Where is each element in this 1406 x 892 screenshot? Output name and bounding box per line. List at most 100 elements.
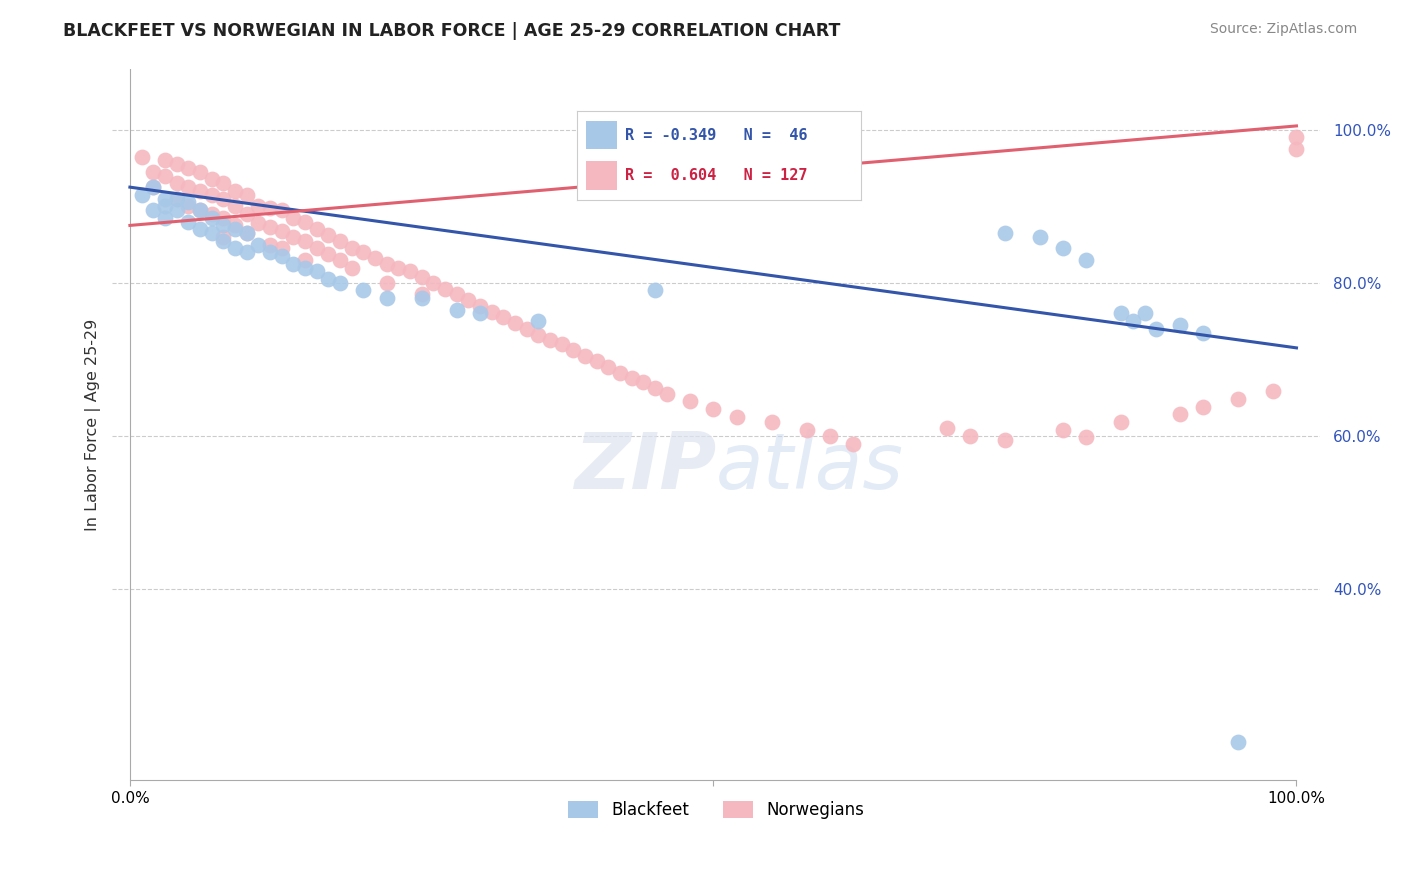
Point	[188, 165, 211, 179]
Point	[364, 252, 387, 266]
Point	[224, 219, 246, 233]
Point	[411, 291, 433, 305]
Point	[235, 207, 257, 221]
Point	[1111, 306, 1133, 320]
Point	[259, 219, 281, 234]
Point	[1052, 423, 1074, 437]
Point	[796, 423, 818, 437]
Point	[294, 234, 316, 248]
Point	[166, 192, 188, 206]
Point	[166, 177, 188, 191]
Point	[259, 201, 281, 215]
Point	[492, 310, 515, 325]
Point	[644, 284, 666, 298]
Point	[411, 269, 433, 284]
Point	[177, 161, 200, 175]
Point	[446, 287, 468, 301]
Point	[959, 429, 981, 443]
Point	[283, 230, 305, 244]
Text: BLACKFEET VS NORWEGIAN IN LABOR FORCE | AGE 25-29 CORRELATION CHART: BLACKFEET VS NORWEGIAN IN LABOR FORCE | …	[63, 22, 841, 40]
Point	[294, 260, 316, 275]
Point	[433, 282, 456, 296]
Point	[375, 291, 398, 305]
Point	[340, 241, 363, 255]
Point	[316, 246, 339, 260]
Point	[725, 409, 748, 424]
Point	[631, 376, 654, 390]
Point	[340, 260, 363, 275]
Point	[1122, 314, 1144, 328]
Point	[166, 203, 188, 218]
Legend: Blackfeet, Norwegians: Blackfeet, Norwegians	[561, 794, 870, 825]
Point	[131, 187, 153, 202]
Point	[316, 272, 339, 286]
Point	[235, 226, 257, 240]
Point	[283, 211, 305, 225]
Point	[153, 211, 176, 225]
Point	[247, 199, 270, 213]
Point	[188, 203, 211, 218]
Point	[212, 234, 235, 248]
Point	[188, 222, 211, 236]
Point	[1076, 252, 1098, 267]
Point	[224, 222, 246, 236]
Point	[620, 371, 643, 385]
Point	[200, 207, 222, 221]
Point	[935, 421, 957, 435]
Point	[1192, 326, 1215, 340]
Point	[177, 199, 200, 213]
Point	[177, 180, 200, 194]
Point	[352, 245, 374, 260]
Point	[702, 402, 724, 417]
Point	[142, 165, 165, 179]
Point	[574, 349, 596, 363]
Point	[259, 245, 281, 260]
Point	[446, 302, 468, 317]
Point	[842, 436, 865, 450]
Point	[177, 214, 200, 228]
Point	[1168, 408, 1191, 422]
Point	[1227, 392, 1250, 406]
Point	[411, 287, 433, 301]
Point	[1133, 306, 1156, 320]
Point	[153, 169, 176, 183]
Point	[305, 241, 328, 255]
Point	[212, 211, 235, 225]
Point	[761, 415, 783, 429]
Point	[316, 228, 339, 243]
Point	[1285, 130, 1308, 145]
Point	[562, 343, 585, 358]
Point	[609, 366, 631, 380]
Point	[1168, 318, 1191, 332]
Point	[994, 226, 1017, 240]
Point	[305, 264, 328, 278]
Point	[200, 211, 222, 225]
Point	[585, 354, 607, 368]
Point	[200, 226, 222, 240]
Y-axis label: In Labor Force | Age 25-29: In Labor Force | Age 25-29	[86, 318, 101, 531]
Point	[224, 199, 246, 213]
Point	[188, 184, 211, 198]
Point	[468, 306, 491, 320]
Point	[212, 177, 235, 191]
Point	[399, 264, 422, 278]
Point	[387, 260, 409, 275]
Point	[457, 293, 479, 307]
Point	[1263, 384, 1285, 399]
Text: atlas: atlas	[716, 429, 904, 505]
Text: ZIP: ZIP	[574, 429, 716, 505]
Point	[166, 157, 188, 171]
Point	[598, 359, 620, 374]
Point	[235, 226, 257, 240]
Point	[224, 184, 246, 198]
Point	[1029, 230, 1052, 244]
Point	[550, 337, 572, 351]
Point	[538, 333, 561, 347]
Point	[994, 433, 1017, 447]
Point	[352, 284, 374, 298]
Point	[294, 252, 316, 267]
Text: Source: ZipAtlas.com: Source: ZipAtlas.com	[1209, 22, 1357, 37]
Point	[1111, 415, 1133, 429]
Point	[468, 299, 491, 313]
Point	[1146, 322, 1168, 336]
